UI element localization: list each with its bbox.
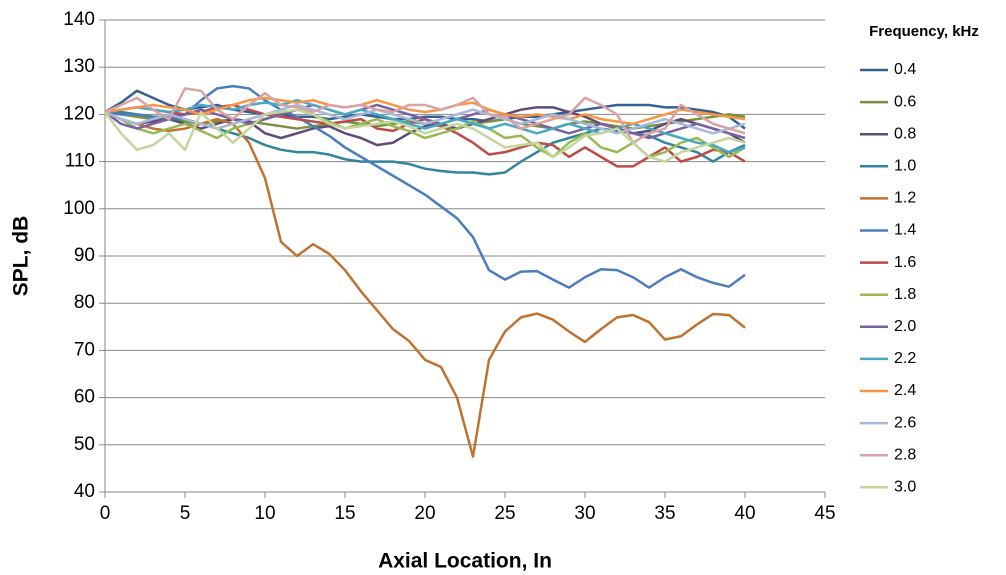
legend-label: 1.0 <box>894 158 916 175</box>
series-line <box>104 106 746 147</box>
x-tick-label: 5 <box>180 503 191 524</box>
x-tick-label: 15 <box>334 503 355 524</box>
series-line <box>104 87 746 144</box>
x-tick-label: 30 <box>574 503 595 524</box>
legend-label: 2.0 <box>894 318 916 335</box>
y-tick-label: 100 <box>63 198 95 219</box>
legend-label: 0.8 <box>894 125 916 142</box>
legend-label: 1.8 <box>894 286 916 303</box>
legend-label: 1.4 <box>894 222 916 239</box>
x-axis-title: Axial Location, In <box>378 550 552 573</box>
y-tick-label: 110 <box>65 151 95 172</box>
legend-label: 1.6 <box>894 254 916 271</box>
series-line <box>104 98 746 154</box>
y-tick-label: 50 <box>74 434 95 455</box>
legend-title: Frequency, kHz <box>869 23 979 40</box>
y-tick-label: 140 <box>63 9 95 30</box>
legend-label: 2.8 <box>894 446 916 463</box>
y-tick-label: 130 <box>63 56 95 77</box>
legend-label: 2.6 <box>894 414 916 431</box>
y-tick-label: 90 <box>74 245 95 266</box>
y-tick-label: 70 <box>74 339 95 360</box>
series-line <box>105 110 746 176</box>
series-line <box>104 108 746 163</box>
legend-label: 0.6 <box>894 93 916 110</box>
legend-label: 1.2 <box>894 190 916 207</box>
x-tick-label: 25 <box>494 503 515 524</box>
y-tick-label: 60 <box>74 387 95 408</box>
x-tick-label: 35 <box>654 503 675 524</box>
legend-label: 2.4 <box>894 382 916 399</box>
x-tick-label: 0 <box>100 503 111 524</box>
x-tick-label: 20 <box>414 503 435 524</box>
series-line <box>104 103 746 140</box>
y-tick-label: 80 <box>74 292 95 313</box>
legend-label: 3.0 <box>894 479 916 496</box>
y-tick-label: 40 <box>74 481 95 502</box>
series-line <box>104 84 746 289</box>
y-tick-label: 120 <box>63 103 95 124</box>
x-tick-label: 40 <box>734 503 755 524</box>
series-line <box>104 110 746 458</box>
legend-label: 0.4 <box>894 61 916 78</box>
legend-label: 2.2 <box>894 350 916 367</box>
x-tick-label: 10 <box>254 503 275 524</box>
x-tick-label: 45 <box>814 503 835 524</box>
series-line <box>104 103 746 135</box>
series-line <box>104 96 746 126</box>
y-axis-title: SPL, dB <box>10 216 33 297</box>
